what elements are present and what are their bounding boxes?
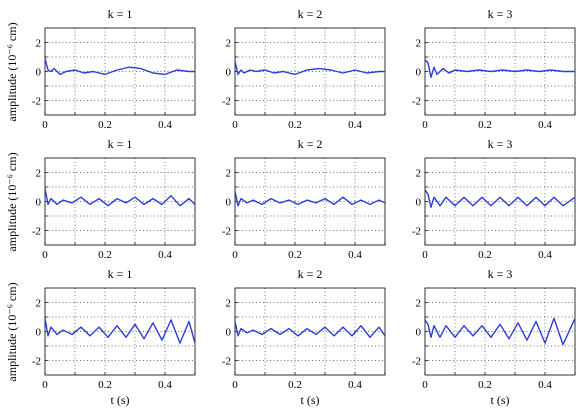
- y-tick-label: -2: [32, 356, 41, 368]
- y-tick-label: -2: [222, 226, 231, 238]
- x-tick-label: 0: [422, 249, 428, 261]
- x-tick-label: 0.4: [348, 379, 362, 391]
- y-tick-label: -2: [222, 356, 231, 368]
- xlabel-col-2: t (s): [301, 393, 320, 407]
- subplot-title: k = 3: [488, 7, 513, 21]
- y-tick-label: -2: [412, 226, 421, 238]
- y-tick-label: -2: [412, 96, 421, 108]
- x-tick-label: 0: [42, 249, 48, 261]
- subplot-title: k = 2: [298, 7, 323, 21]
- y-tick-label: -2: [32, 96, 41, 108]
- x-tick-label: 0: [422, 379, 428, 391]
- series-line: [234, 191, 386, 207]
- subplot-title: k = 1: [108, 137, 133, 151]
- series-line: [424, 189, 576, 208]
- xlabel-col-3: t (s): [491, 393, 510, 407]
- x-tick-label: 0.2: [478, 249, 492, 261]
- x-tick-label: 0.2: [98, 379, 112, 391]
- x-tick-label: 0.4: [538, 249, 552, 261]
- y-tick-label: 2: [36, 38, 42, 50]
- y-tick-label: -2: [222, 96, 231, 108]
- subplot-title: k = 1: [108, 267, 133, 281]
- x-tick-label: 0.2: [98, 119, 112, 131]
- ylabel-row-1: amplitude (10⁻⁶ cm): [5, 22, 19, 121]
- x-tick-label: 0.4: [158, 249, 172, 261]
- x-tick-label: 0: [42, 379, 48, 391]
- y-tick-label: 0: [36, 67, 42, 79]
- series-line: [44, 58, 195, 76]
- y-tick-label: 0: [416, 197, 422, 209]
- subplot-title: k = 1: [108, 7, 133, 21]
- y-tick-label: 2: [416, 298, 422, 310]
- subplot-title: k = 3: [488, 137, 513, 151]
- series-line: [44, 318, 196, 344]
- y-tick-label: 0: [226, 327, 232, 339]
- x-tick-label: 0: [42, 119, 48, 131]
- x-tick-label: 0.4: [158, 379, 172, 391]
- y-tick-label: -2: [412, 356, 421, 368]
- axes-frame: [424, 157, 576, 246]
- y-tick-label: 0: [36, 327, 42, 339]
- y-tick-label: 0: [36, 197, 42, 209]
- y-tick-label: -2: [32, 226, 41, 238]
- x-tick-label: 0.2: [288, 379, 302, 391]
- y-tick-label: 2: [226, 38, 232, 50]
- subplot-title: k = 2: [298, 267, 323, 281]
- x-tick-label: 0: [232, 119, 238, 131]
- y-tick-label: 2: [36, 298, 42, 310]
- ylabel-row-2: amplitude (10⁻⁶ cm): [5, 152, 19, 251]
- y-tick-label: 0: [416, 327, 422, 339]
- axes-frame: [424, 287, 576, 376]
- x-tick-label: 0.2: [98, 249, 112, 261]
- y-tick-label: 0: [226, 197, 232, 209]
- x-tick-label: 0.2: [288, 119, 302, 131]
- y-tick-label: 2: [416, 168, 422, 180]
- series-line: [424, 59, 575, 78]
- series-line: [424, 317, 576, 346]
- x-tick-label: 0.2: [288, 249, 302, 261]
- x-tick-label: 0.4: [348, 119, 362, 131]
- series-line: [44, 188, 196, 207]
- xlabel-col-1: t (s): [111, 393, 130, 407]
- x-tick-label: 0.2: [478, 119, 492, 131]
- series-line: [234, 321, 386, 338]
- y-tick-label: 2: [416, 38, 422, 50]
- y-tick-label: 0: [416, 67, 422, 79]
- y-tick-label: 0: [226, 67, 232, 79]
- y-tick-label: 2: [226, 168, 232, 180]
- x-tick-label: 0.4: [538, 119, 552, 131]
- ylabel-row-3: amplitude (10⁻⁶ cm): [5, 282, 19, 381]
- x-tick-label: 0.4: [158, 119, 172, 131]
- x-tick-label: 0: [232, 249, 238, 261]
- x-tick-label: 0.4: [348, 249, 362, 261]
- x-tick-label: 0: [232, 379, 238, 391]
- subplot-title: k = 3: [488, 267, 513, 281]
- y-tick-label: 2: [226, 298, 232, 310]
- subplot-title: k = 2: [298, 137, 323, 151]
- series-line: [234, 61, 385, 76]
- x-tick-label: 0: [422, 119, 428, 131]
- x-tick-label: 0.4: [538, 379, 552, 391]
- y-tick-label: 2: [36, 168, 42, 180]
- x-tick-label: 0.2: [478, 379, 492, 391]
